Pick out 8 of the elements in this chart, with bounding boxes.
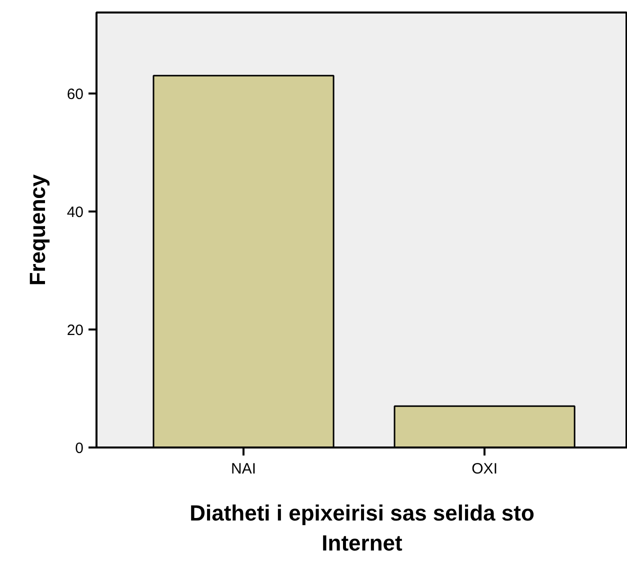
x-axis-title: Diatheti i epixeirisi sas selida sto Internet — [190, 500, 534, 556]
y-tick-label: 20 — [66, 322, 84, 339]
y-tick-label: 0 — [75, 440, 84, 457]
x-tick-label: OXI — [472, 460, 498, 478]
y-axis-title: Frequency — [24, 174, 50, 286]
y-tick-label: 40 — [66, 204, 84, 221]
x-tick-label: NAI — [231, 460, 256, 478]
y-tick-label: 60 — [66, 86, 84, 103]
